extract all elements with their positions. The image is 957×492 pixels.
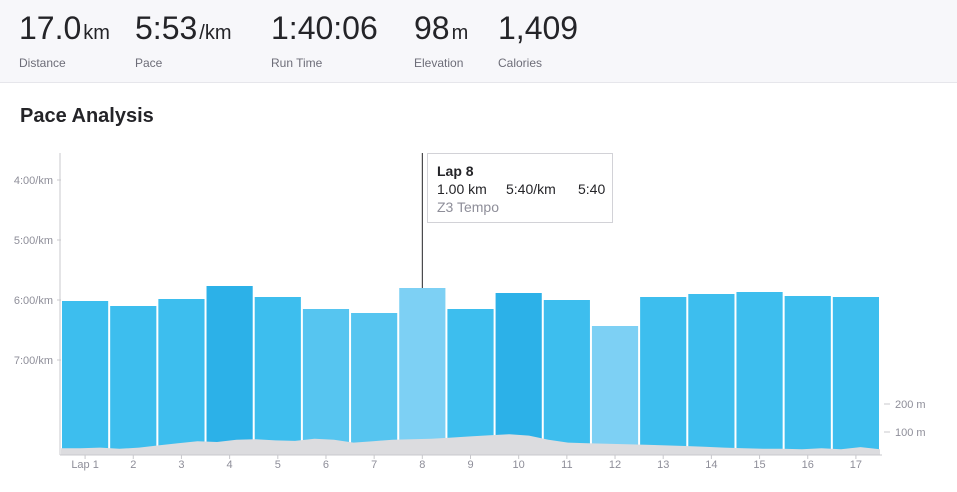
stat-distance-label: Distance: [19, 56, 66, 70]
elevation-tick-label: 100 m: [895, 427, 926, 439]
stat-pace-label: Pace: [135, 56, 163, 70]
bar-lap-10[interactable]: [495, 293, 542, 451]
bar-lap-17[interactable]: [832, 297, 879, 451]
x-tick-label: 11: [561, 459, 572, 471]
bar-lap-6[interactable]: [302, 309, 350, 451]
tooltip-time: 5:40: [578, 181, 606, 197]
bar-lap-9[interactable]: [447, 309, 494, 451]
y-tick-label: 5:00/km: [14, 235, 53, 247]
bar-lap-11[interactable]: [543, 300, 590, 451]
stat-distance-value: 17.0: [19, 10, 82, 46]
stat-distance: 17.0 km Distance: [19, 8, 110, 70]
stat-calories-value: 1,409: [498, 10, 579, 46]
bar-lap-15[interactable]: [736, 292, 783, 451]
stats-bar: 17.0 km Distance 5:53/km Pace 1:40:06 Run…: [0, 0, 957, 83]
y-tick-label: 6:00/km: [14, 295, 53, 307]
section-title: Pace Analysis: [20, 105, 154, 127]
tooltip-zone: Z3 Tempo: [437, 199, 499, 215]
x-tick-label: 3: [178, 459, 184, 471]
stat-distance-unit: km: [83, 22, 110, 44]
stat-elevation-value: 98: [414, 10, 450, 46]
stat-pace-unit: /km: [199, 22, 232, 44]
y-tick-label: 7:00/km: [14, 355, 53, 367]
bar-lap-5[interactable]: [254, 297, 301, 451]
tooltip-pace: 5:40/km: [506, 181, 556, 197]
x-tick-label: 9: [467, 459, 473, 471]
bar-lap-2[interactable]: [110, 306, 157, 451]
x-tick-label: 14: [705, 459, 717, 471]
bar-lap-12[interactable]: [591, 326, 639, 451]
stat-run-time-value: 1:40:06: [271, 10, 378, 46]
stat-run-time: 1:40:06 Run Time: [271, 8, 380, 70]
stat-elevation-unit: m: [451, 22, 469, 44]
x-tick-label: 17: [850, 459, 862, 471]
tooltip-title: Lap 8: [437, 163, 474, 179]
stat-pace: 5:53/km Pace: [135, 8, 232, 70]
bar-lap-4[interactable]: [206, 286, 253, 451]
stat-calories: 1,409 Calories: [498, 8, 580, 70]
x-tick-label: 12: [609, 459, 621, 471]
stat-elevation-label: Elevation: [414, 56, 464, 70]
stat-elevation: 98 m Elevation: [414, 8, 468, 70]
x-tick-label: 2: [130, 459, 136, 471]
elevation-profile: [61, 434, 880, 455]
lap-tooltip: Lap 8 1.00 km 5:40/km 5:40 Z3 Tempo: [427, 153, 613, 223]
x-tick-label: 5: [275, 459, 281, 471]
bar-lap-3[interactable]: [158, 299, 205, 451]
x-tick-label: 4: [227, 459, 233, 471]
bar-lap-16[interactable]: [784, 296, 831, 451]
x-tick-label: 10: [513, 459, 525, 471]
bar-lap-8[interactable]: [399, 288, 446, 451]
y-tick-label: 4:00/km: [14, 175, 53, 187]
bar-lap-13[interactable]: [640, 297, 687, 451]
bar-lap-14[interactable]: [688, 294, 735, 451]
x-tick-label: 15: [753, 459, 765, 471]
bar-lap-7[interactable]: [351, 313, 398, 451]
bar-lap-1[interactable]: [62, 301, 109, 451]
stat-pace-value: 5:53: [135, 10, 198, 46]
x-tick-label: 6: [323, 459, 329, 471]
tooltip-distance: 1.00 km: [437, 181, 487, 197]
stat-calories-label: Calories: [498, 56, 543, 70]
x-tick-label: 8: [419, 459, 425, 471]
stat-run-time-label: Run Time: [271, 56, 323, 70]
elevation-tick-label: 200 m: [895, 399, 926, 411]
x-tick-label: 7: [371, 459, 377, 471]
x-tick-label: 13: [657, 459, 669, 471]
x-tick-label: Lap 1: [71, 459, 99, 471]
x-tick-label: 16: [802, 459, 814, 471]
